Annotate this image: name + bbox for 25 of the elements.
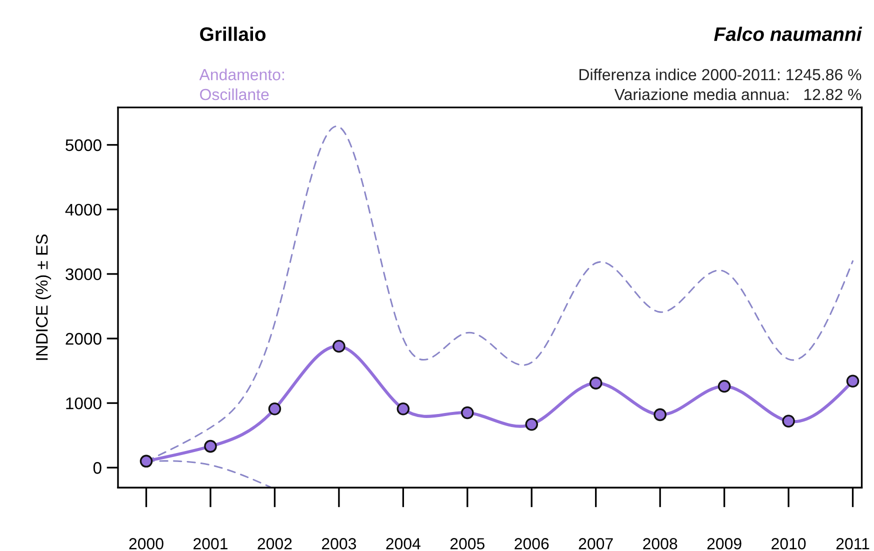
x-tick-label: 2005 xyxy=(450,538,484,550)
y-tick-label: 1000 xyxy=(66,397,102,410)
x-tick-label: 2000 xyxy=(129,538,164,550)
y-tick-label: 3000 xyxy=(66,268,102,280)
x-tick-label: 2011 xyxy=(836,538,870,550)
y-tick-label: 5000 xyxy=(66,139,102,152)
x-tick-label: 2006 xyxy=(514,538,549,550)
chart-title: Grillaio xyxy=(200,26,266,42)
text: Differenza indice 2000-2011: 1245.86 % xyxy=(580,68,862,80)
x-tick-label: 2004 xyxy=(386,538,420,550)
x-tick-label: 2002 xyxy=(258,538,292,550)
y-tick-label: 0 xyxy=(93,462,102,474)
y-axis-title: INDICE (%) ± ES xyxy=(36,234,52,360)
y-tick-label: 4000 xyxy=(65,204,102,216)
x-tick-label: 2008 xyxy=(643,538,678,550)
chart-subtitle: Falco naumanni xyxy=(714,26,862,42)
x-tick-label: 2007 xyxy=(578,538,613,550)
y-tick-label: 2000 xyxy=(66,332,102,345)
x-tick-label: 2003 xyxy=(322,538,356,550)
x-tick-label: 2009 xyxy=(707,538,742,550)
text: Variazione media annua: 12.82 % xyxy=(614,88,862,100)
x-tick-label: 2010 xyxy=(772,538,806,550)
text: Andamento: xyxy=(199,68,284,80)
text: Oscillante xyxy=(200,88,269,100)
x-tick-label: 2001 xyxy=(194,538,228,550)
